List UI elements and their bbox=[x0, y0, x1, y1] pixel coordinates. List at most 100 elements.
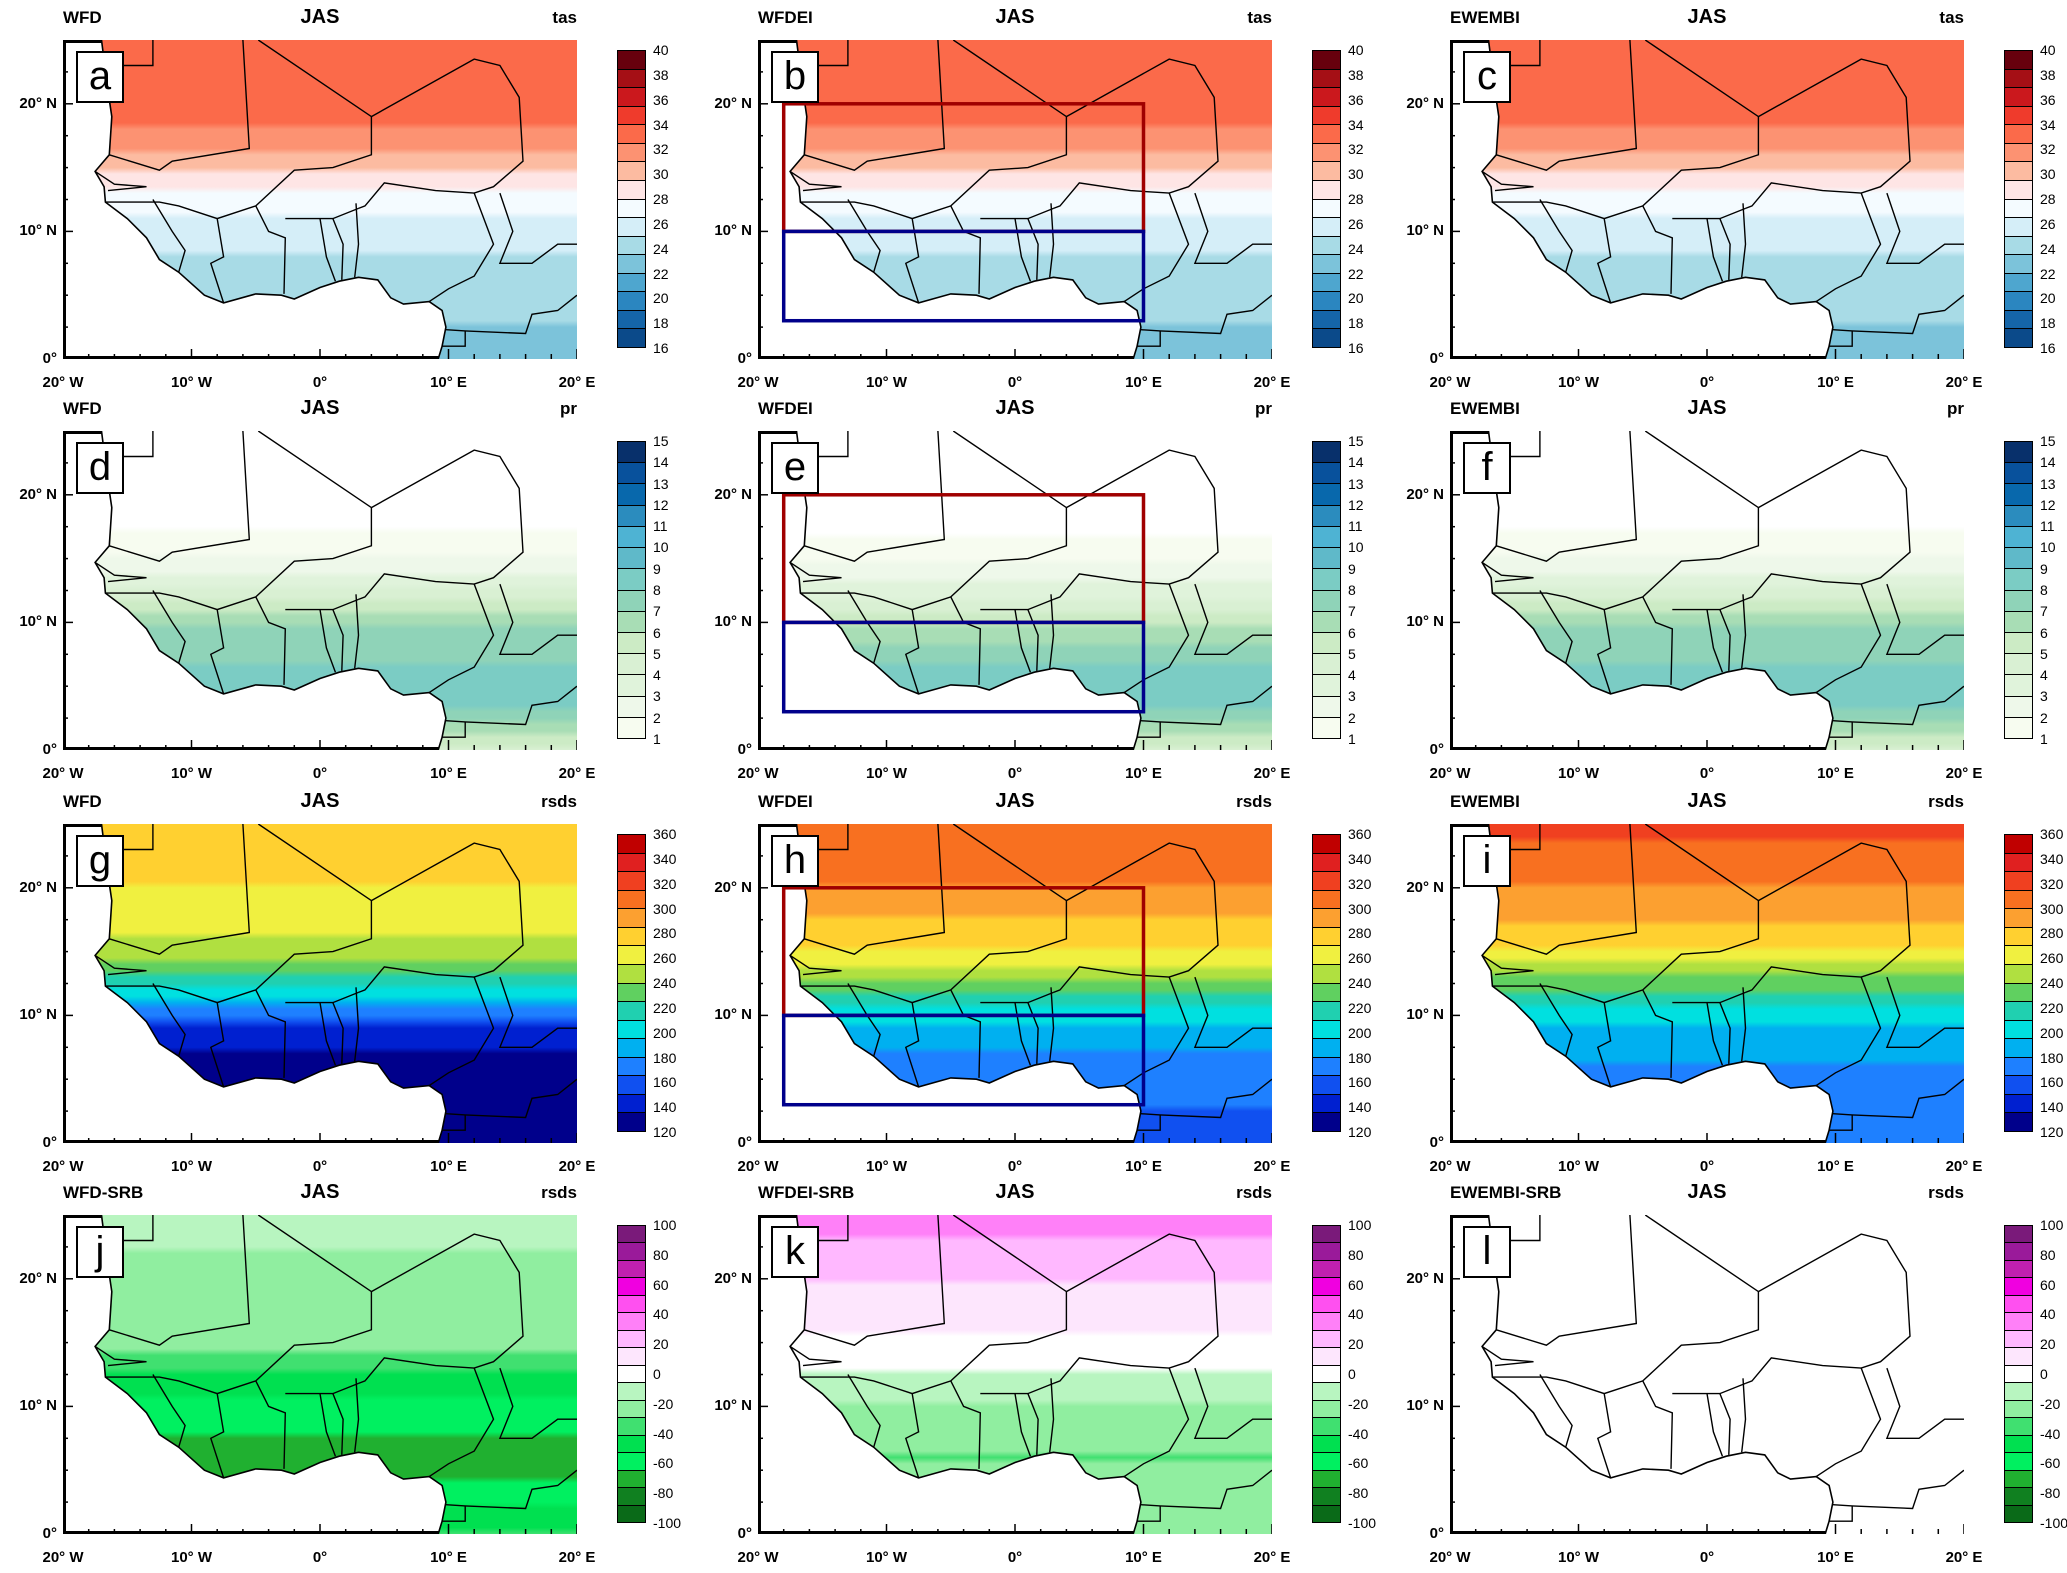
colorbar-label: 300 bbox=[653, 900, 677, 917]
colorbar-label: 360 bbox=[2040, 826, 2064, 842]
colorbar-swatch bbox=[618, 505, 645, 527]
colorbar-label: 260 bbox=[2040, 950, 2064, 967]
colorbar-swatch bbox=[1313, 1453, 1340, 1471]
colorbar-swatch bbox=[2005, 696, 2032, 718]
colorbar-label: 32 bbox=[2040, 141, 2056, 158]
colorbar-swatch bbox=[618, 125, 645, 144]
colorbar-swatch bbox=[2005, 143, 2032, 163]
country-border bbox=[209, 1002, 225, 1088]
country-border bbox=[1123, 192, 1190, 303]
colorbar-label: 340 bbox=[1348, 850, 1372, 867]
dataset-label: EWEMBI bbox=[1450, 399, 1520, 418]
dataset-label: WFDEI-SRB bbox=[758, 1183, 855, 1202]
lat-tick-label: 10° N bbox=[19, 222, 57, 240]
variable-label: rsds bbox=[1928, 792, 1964, 811]
panel-j: WFD-SRB JAS rsds j 0° 10° N 20° N 20° W 10° … bbox=[0, 1181, 690, 1573]
colorbar-swatch bbox=[618, 1094, 645, 1114]
country-border bbox=[1492, 40, 1760, 220]
coastline bbox=[789, 1215, 1142, 1534]
lon-tick-label: 20° W bbox=[42, 1549, 84, 1566]
colorbar-label: -80 bbox=[653, 1485, 674, 1502]
country-border bbox=[1140, 1078, 1272, 1119]
country-border bbox=[1642, 1380, 1674, 1469]
panel-c: EWEMBI JAS tas c 0° 10° N 20° N 20° W 10° W 0… bbox=[1387, 6, 2067, 398]
country-border bbox=[445, 1078, 577, 1119]
map-field bbox=[1450, 40, 1964, 359]
colorbar-label: 26 bbox=[653, 215, 669, 232]
colorbar-swatch bbox=[2005, 548, 2032, 570]
colorbar-label: 20 bbox=[2040, 290, 2056, 307]
map-field bbox=[63, 431, 577, 750]
country-border bbox=[1745, 1233, 1911, 1385]
colorbar-swatch bbox=[2005, 1330, 2032, 1349]
colorbar-label: 1 bbox=[653, 731, 661, 747]
country-border bbox=[442, 1505, 466, 1522]
variable-label: rsds bbox=[541, 1183, 577, 1202]
colorbar-swatch bbox=[2005, 526, 2032, 549]
colorbar-swatch bbox=[618, 1243, 645, 1261]
colorbar-swatch bbox=[1313, 1057, 1340, 1077]
colorbar-label: 14 bbox=[1348, 454, 1364, 471]
colorbar-swatch bbox=[2005, 590, 2032, 612]
panel-header: EWEMBI JAS pr bbox=[1450, 397, 1964, 423]
lon-tick-label: 0° bbox=[1007, 1549, 1023, 1566]
country-border bbox=[428, 1367, 495, 1478]
colorbar bbox=[1312, 441, 1341, 739]
colorbar-label: 5 bbox=[2040, 645, 2048, 662]
country-border bbox=[1741, 203, 1747, 278]
lon-tick-label: 10° W bbox=[170, 1158, 213, 1175]
lat-tick-label: 20° N bbox=[1406, 94, 1444, 112]
map-area: h bbox=[758, 824, 1272, 1143]
colorbar-swatch bbox=[2005, 1470, 2032, 1489]
country-border bbox=[255, 596, 287, 685]
country-border bbox=[332, 218, 344, 280]
colorbar bbox=[2004, 1225, 2033, 1523]
colorbar-label: 200 bbox=[653, 1024, 677, 1041]
colorbar-swatch bbox=[618, 329, 645, 347]
colorbar-label: 13 bbox=[2040, 475, 2056, 492]
colorbar-label: 5 bbox=[1348, 645, 1356, 662]
colorbar-label: 180 bbox=[653, 1049, 677, 1066]
country-border bbox=[789, 170, 842, 192]
colorbar-label: 6 bbox=[2040, 624, 2048, 641]
country-border bbox=[804, 824, 946, 955]
country-border bbox=[847, 983, 881, 1057]
panel-b: WFDEI JAS tas b 0° 10° N 20° N 20° W 10° W 0°… bbox=[695, 6, 1385, 398]
colorbar-swatch bbox=[1313, 88, 1340, 107]
panel-letter: i bbox=[1463, 835, 1511, 887]
colorbar-label: 1 bbox=[1348, 731, 1356, 747]
lon-tick-label: 20° W bbox=[737, 1549, 779, 1566]
lon-tick-label: 10° W bbox=[865, 1158, 908, 1175]
panel-letter: c bbox=[1463, 51, 1511, 103]
colorbar-label: 40 bbox=[653, 42, 669, 58]
lon-tick-label: 10° W bbox=[865, 765, 908, 782]
colorbar-label: 11 bbox=[653, 518, 668, 535]
lon-tick-label: 20° W bbox=[737, 374, 779, 391]
map-field bbox=[758, 1215, 1272, 1534]
country-border bbox=[1745, 58, 1911, 210]
colorbar-label: 8 bbox=[2040, 582, 2048, 598]
country-border bbox=[904, 218, 920, 304]
colorbar-label: 6 bbox=[653, 624, 661, 641]
season-label: JAS bbox=[1687, 6, 1727, 28]
lon-tick-label: 10° W bbox=[1557, 374, 1600, 391]
colorbar-label: 280 bbox=[653, 925, 677, 942]
colorbar-swatch bbox=[618, 1470, 645, 1489]
colorbar-swatch bbox=[1313, 1383, 1340, 1401]
country-border bbox=[285, 1382, 359, 1395]
lon-tick-label: 10° E bbox=[1125, 1158, 1162, 1175]
colorbar-label: 20 bbox=[1348, 1336, 1364, 1353]
country-border bbox=[980, 1382, 1054, 1395]
colorbar-swatch bbox=[1313, 1076, 1340, 1095]
country-border bbox=[1539, 590, 1573, 664]
colorbar-swatch bbox=[1313, 654, 1340, 676]
colorbar-swatch bbox=[1313, 1094, 1340, 1114]
land-field bbox=[790, 1215, 1272, 1534]
coastline bbox=[789, 431, 1142, 750]
colorbar-label: 320 bbox=[2040, 875, 2064, 892]
land-field bbox=[1482, 1215, 1964, 1534]
coastline bbox=[94, 824, 447, 1143]
colorbar-label: -20 bbox=[1348, 1395, 1369, 1412]
colorbar-label: 12 bbox=[1348, 496, 1364, 513]
country-border bbox=[105, 40, 373, 220]
